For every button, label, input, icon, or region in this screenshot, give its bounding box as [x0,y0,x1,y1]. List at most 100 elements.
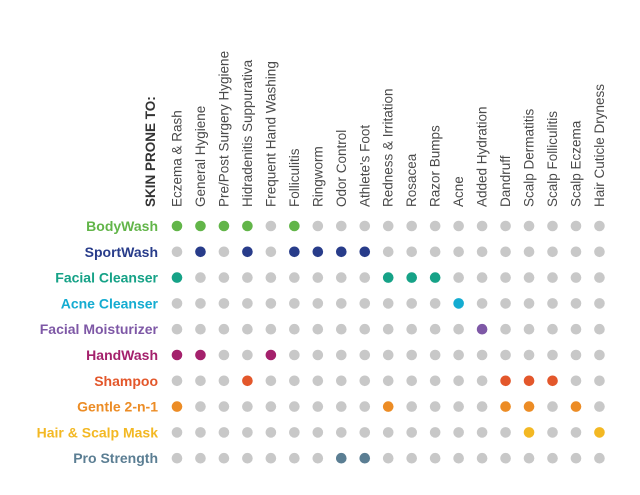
dot-inactive-acne-cleanser-scalp-folliculitis [547,298,558,309]
dot-inactive-facial-cleanser-acne [453,272,464,283]
column-label-pre-post-surgery-hygiene: Pre/Post Surgery Hygiene [216,51,231,207]
dot-inactive-shampoo-frequent-hand-washing [265,375,277,387]
dot-inactive-facial-cleanser-odor-control [335,272,347,283]
dot-inactive-facial-cleanser-dandruff [500,272,511,283]
dot-inactive-bodywash-razor-bumps [429,220,441,232]
dot-inactive-pro-strength-hidradenitis-suppurativa [242,452,253,464]
dot-inactive-facial-cleanser-athlete-s-foot [359,272,371,283]
dot-inactive-gentle-2-n-1-acne [453,401,464,412]
dot-inactive-acne-cleanser-added-hydration [476,298,488,309]
dot-inactive-pro-strength-hair-cuticle-dryness [594,452,605,464]
dot-active-gentle-2-n-1-eczema-and-rash [171,401,183,412]
dot-active-bodywash-folliculitis [289,220,300,232]
dot-inactive-sportwash-hair-cuticle-dryness [594,246,605,258]
dot-inactive-facial-moisturizer-scalp-folliculitis [547,323,558,335]
dot-active-bodywash-hidradenitis-suppurativa [242,220,253,232]
dot-active-facial-cleanser-eczema-and-rash [171,272,183,283]
dot-inactive-shampoo-odor-control [335,375,347,387]
dot-inactive-bodywash-hair-cuticle-dryness [594,220,605,232]
dot-inactive-handwash-pre-post-surgery-hygiene [218,349,230,361]
dot-inactive-facial-moisturizer-dandruff [500,323,511,335]
dot-inactive-hair-and-scalp-mask-scalp-eczema [570,427,582,438]
dot-inactive-handwash-added-hydration [476,349,488,361]
dot-inactive-pro-strength-scalp-eczema [570,452,582,464]
dot-row-gentle-2-n-1 [171,401,605,412]
row-label-shampoo: Shampoo [94,373,158,389]
dot-inactive-hair-and-scalp-mask-frequent-hand-washing [265,427,277,438]
dot-inactive-acne-cleanser-odor-control [335,298,347,309]
dot-row-facial-moisturizer [171,323,605,335]
dot-inactive-shampoo-razor-bumps [429,375,441,387]
dot-inactive-shampoo-hair-cuticle-dryness [594,375,605,387]
dot-inactive-facial-moisturizer-redness-and-irritation [382,323,394,335]
dot-inactive-facial-moisturizer-folliculitis [289,323,300,335]
dot-inactive-handwash-hair-cuticle-dryness [594,349,605,361]
dot-active-sportwash-odor-control [335,246,347,258]
dot-row-handwash [171,349,605,361]
dot-active-gentle-2-n-1-redness-and-irritation [382,401,394,412]
dot-inactive-hair-and-scalp-mask-folliculitis [289,427,300,438]
dot-inactive-pro-strength-scalp-folliculitis [547,452,558,464]
dot-active-pro-strength-odor-control [335,452,347,464]
column-label-ringworm: Ringworm [310,146,325,207]
row-label-pro-strength: Pro Strength [73,450,158,466]
row-label-acne-cleanser: Acne Cleanser [61,295,159,311]
dot-inactive-facial-moisturizer-scalp-dermatitis [523,323,535,335]
dot-inactive-hair-and-scalp-mask-added-hydration [476,427,488,438]
dot-inactive-acne-cleanser-athlete-s-foot [359,298,371,309]
dot-inactive-facial-cleanser-ringworm [312,272,324,283]
dot-inactive-pro-strength-eczema-and-rash [171,452,183,464]
dot-inactive-gentle-2-n-1-scalp-folliculitis [547,401,558,412]
dot-active-acne-cleanser-acne [453,298,464,309]
dot-inactive-acne-cleanser-rosacea [406,298,418,309]
dot-inactive-pro-strength-scalp-dermatitis [523,452,535,464]
dot-active-gentle-2-n-1-scalp-eczema [570,401,582,412]
dot-inactive-sportwash-razor-bumps [429,246,441,258]
dot-active-shampoo-dandruff [500,375,511,387]
dot-inactive-facial-moisturizer-razor-bumps [429,323,441,335]
dot-inactive-facial-moisturizer-ringworm [312,323,324,335]
dot-inactive-gentle-2-n-1-frequent-hand-washing [265,401,277,412]
dot-inactive-pro-strength-razor-bumps [429,452,441,464]
dot-inactive-acne-cleanser-pre-post-surgery-hygiene [218,298,230,309]
dot-active-gentle-2-n-1-scalp-dermatitis [523,401,535,412]
dot-active-facial-cleanser-redness-and-irritation [382,272,394,283]
dot-inactive-bodywash-odor-control [335,220,347,232]
dot-active-shampoo-scalp-dermatitis [523,375,535,387]
dot-inactive-facial-cleanser-pre-post-surgery-hygiene [218,272,230,283]
column-label-rosacea: Rosacea [404,153,419,207]
column-header-title: SKIN PRONE TO: [143,96,158,207]
dot-inactive-shampoo-added-hydration [476,375,488,387]
dot-inactive-gentle-2-n-1-added-hydration [476,401,488,412]
dot-inactive-shampoo-pre-post-surgery-hygiene [218,375,230,387]
dot-inactive-facial-moisturizer-general-hygiene [195,323,206,335]
row-label-handwash: HandWash [86,347,158,363]
dot-active-bodywash-eczema-and-rash [171,220,183,232]
dot-inactive-facial-cleanser-folliculitis [289,272,300,283]
dot-inactive-gentle-2-n-1-hidradenitis-suppurativa [242,401,253,412]
dot-inactive-facial-moisturizer-rosacea [406,323,418,335]
dot-inactive-handwash-scalp-eczema [570,349,582,361]
dot-inactive-pro-strength-rosacea [406,452,418,464]
dot-inactive-facial-cleanser-scalp-dermatitis [523,272,535,283]
dot-active-bodywash-general-hygiene [195,220,206,232]
dot-inactive-hair-and-scalp-mask-hidradenitis-suppurativa [242,427,253,438]
dot-inactive-sportwash-redness-and-irritation [382,246,394,258]
dot-inactive-sportwash-scalp-eczema [570,246,582,258]
dot-inactive-acne-cleanser-general-hygiene [195,298,206,309]
column-label-scalp-folliculitis: Scalp Folliculitis [545,111,560,207]
dot-inactive-shampoo-athlete-s-foot [359,375,371,387]
row-label-facial-moisturizer: Facial Moisturizer [40,321,159,337]
dot-inactive-acne-cleanser-scalp-dermatitis [523,298,535,309]
dot-inactive-handwash-ringworm [312,349,324,361]
dot-inactive-acne-cleanser-redness-and-irritation [382,298,394,309]
dot-inactive-sportwash-scalp-dermatitis [523,246,535,258]
dot-active-hair-and-scalp-mask-hair-cuticle-dryness [594,427,605,438]
dot-inactive-pro-strength-ringworm [312,452,324,464]
dot-inactive-facial-cleanser-frequent-hand-washing [265,272,277,283]
dot-inactive-pro-strength-acne [453,452,464,464]
dot-inactive-shampoo-ringworm [312,375,324,387]
dot-active-gentle-2-n-1-dandruff [500,401,511,412]
dot-active-pro-strength-athlete-s-foot [359,452,371,464]
dot-active-shampoo-scalp-folliculitis [547,375,558,387]
